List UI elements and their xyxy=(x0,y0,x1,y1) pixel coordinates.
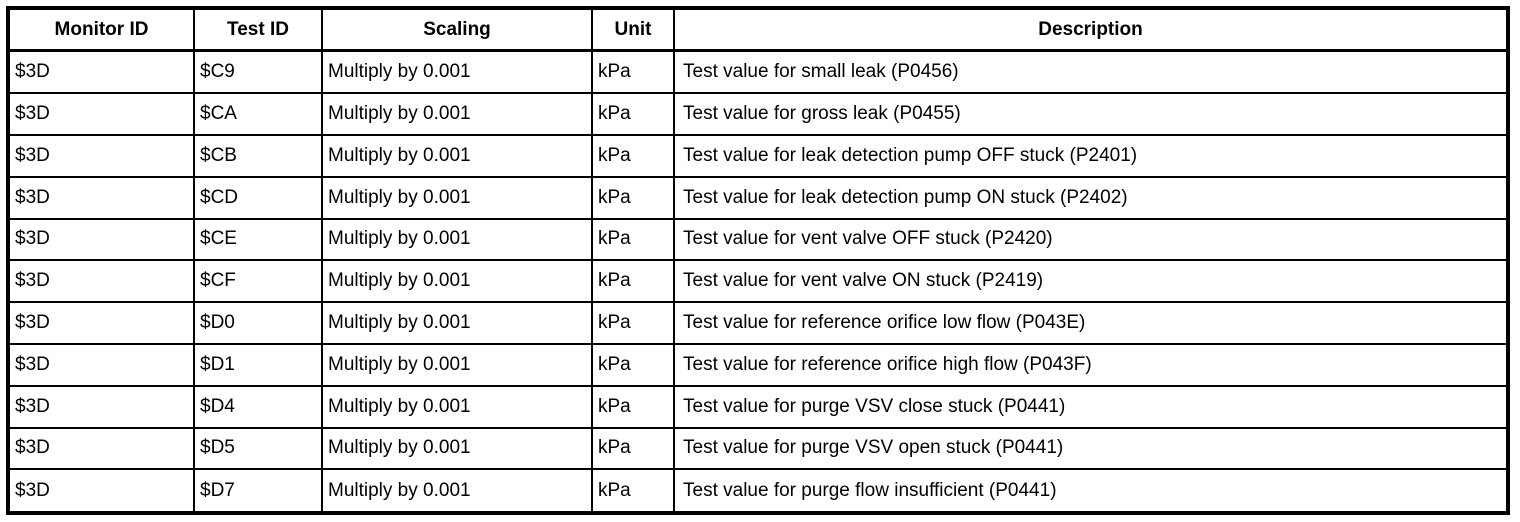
cell-scaling: Multiply by 0.001 xyxy=(321,92,593,136)
cell-test-id: $D1 xyxy=(193,342,323,387)
cell-description: Test value for purge flow insufficient (… xyxy=(673,468,1509,514)
cell-description: Test value for purge VSV open stuck (P04… xyxy=(673,426,1509,471)
table-row: $3D $D7 Multiply by 0.001 kPa Test value… xyxy=(7,468,1509,514)
cell-description: Test value for leak detection pump OFF s… xyxy=(673,133,1509,178)
table-row: $3D $D1 Multiply by 0.001 kPa Test value… xyxy=(7,342,1509,387)
cell-test-id: $CB xyxy=(193,133,323,178)
cell-unit: kPa xyxy=(591,426,675,471)
column-header-monitor-id: Monitor ID xyxy=(7,7,195,52)
table-row: $3D $CE Multiply by 0.001 kPa Test value… xyxy=(7,217,1509,262)
cell-unit: kPa xyxy=(591,342,675,387)
cell-test-id: $CA xyxy=(193,92,323,136)
cell-description: Test value for vent valve OFF stuck (P24… xyxy=(673,217,1509,262)
cell-test-id: $D4 xyxy=(193,384,323,429)
cell-description: Test value for reference orifice low flo… xyxy=(673,301,1509,345)
cell-scaling: Multiply by 0.001 xyxy=(321,217,593,262)
cell-monitor-id: $3D xyxy=(7,175,195,220)
cell-test-id: $D7 xyxy=(193,468,323,514)
cell-unit: kPa xyxy=(591,384,675,429)
cell-scaling: Multiply by 0.001 xyxy=(321,49,593,95)
cell-unit: kPa xyxy=(591,468,675,514)
cell-description: Test value for leak detection pump ON st… xyxy=(673,175,1509,220)
table-row: $3D $CA Multiply by 0.001 kPa Test value… xyxy=(7,92,1509,136)
cell-monitor-id: $3D xyxy=(7,49,195,95)
cell-scaling: Multiply by 0.001 xyxy=(321,468,593,514)
column-header-unit: Unit xyxy=(591,7,675,52)
cell-monitor-id: $3D xyxy=(7,468,195,514)
cell-monitor-id: $3D xyxy=(7,342,195,387)
column-header-test-id: Test ID xyxy=(193,7,323,52)
table-row: $3D $D5 Multiply by 0.001 kPa Test value… xyxy=(7,426,1509,471)
cell-description: Test value for vent valve ON stuck (P241… xyxy=(673,259,1509,304)
cell-test-id: $CE xyxy=(193,217,323,262)
column-header-description: Description xyxy=(673,7,1509,52)
cell-description: Test value for reference orifice high fl… xyxy=(673,342,1509,387)
cell-test-id: $D5 xyxy=(193,426,323,471)
cell-monitor-id: $3D xyxy=(7,384,195,429)
cell-description: Test value for gross leak (P0455) xyxy=(673,92,1509,136)
cell-description: Test value for small leak (P0456) xyxy=(673,49,1509,95)
table-body: $3D $C9 Multiply by 0.001 kPa Test value… xyxy=(7,49,1509,514)
cell-monitor-id: $3D xyxy=(7,217,195,262)
cell-monitor-id: $3D xyxy=(7,133,195,178)
table-row: $3D $C9 Multiply by 0.001 kPa Test value… xyxy=(7,49,1509,95)
cell-monitor-id: $3D xyxy=(7,301,195,345)
cell-scaling: Multiply by 0.001 xyxy=(321,259,593,304)
cell-scaling: Multiply by 0.001 xyxy=(321,342,593,387)
cell-scaling: Multiply by 0.001 xyxy=(321,384,593,429)
cell-unit: kPa xyxy=(591,217,675,262)
table-header: Monitor ID Test ID Scaling Unit Descript… xyxy=(7,7,1509,52)
table-row: $3D $CB Multiply by 0.001 kPa Test value… xyxy=(7,133,1509,178)
table-row: $3D $CD Multiply by 0.001 kPa Test value… xyxy=(7,175,1509,220)
monitor-test-table: Monitor ID Test ID Scaling Unit Descript… xyxy=(6,6,1510,515)
table-row: $3D $D4 Multiply by 0.001 kPa Test value… xyxy=(7,384,1509,429)
cell-scaling: Multiply by 0.001 xyxy=(321,426,593,471)
cell-test-id: $CF xyxy=(193,259,323,304)
cell-unit: kPa xyxy=(591,301,675,345)
cell-test-id: $D0 xyxy=(193,301,323,345)
cell-monitor-id: $3D xyxy=(7,259,195,304)
monitor-test-table-container: Monitor ID Test ID Scaling Unit Descript… xyxy=(6,6,1510,515)
cell-monitor-id: $3D xyxy=(7,426,195,471)
column-header-scaling: Scaling xyxy=(321,7,593,52)
header-row: Monitor ID Test ID Scaling Unit Descript… xyxy=(7,7,1509,52)
table-row: $3D $D0 Multiply by 0.001 kPa Test value… xyxy=(7,301,1509,345)
cell-test-id: $C9 xyxy=(193,49,323,95)
cell-scaling: Multiply by 0.001 xyxy=(321,175,593,220)
cell-scaling: Multiply by 0.001 xyxy=(321,133,593,178)
cell-description: Test value for purge VSV close stuck (P0… xyxy=(673,384,1509,429)
table-row: $3D $CF Multiply by 0.001 kPa Test value… xyxy=(7,259,1509,304)
cell-monitor-id: $3D xyxy=(7,92,195,136)
cell-unit: kPa xyxy=(591,133,675,178)
cell-unit: kPa xyxy=(591,49,675,95)
cell-scaling: Multiply by 0.001 xyxy=(321,301,593,345)
cell-unit: kPa xyxy=(591,175,675,220)
cell-unit: kPa xyxy=(591,259,675,304)
cell-test-id: $CD xyxy=(193,175,323,220)
cell-unit: kPa xyxy=(591,92,675,136)
